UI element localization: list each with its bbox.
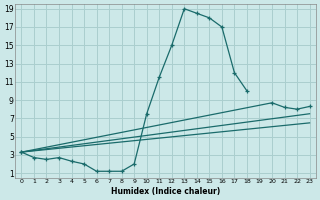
X-axis label: Humidex (Indice chaleur): Humidex (Indice chaleur) (111, 187, 220, 196)
